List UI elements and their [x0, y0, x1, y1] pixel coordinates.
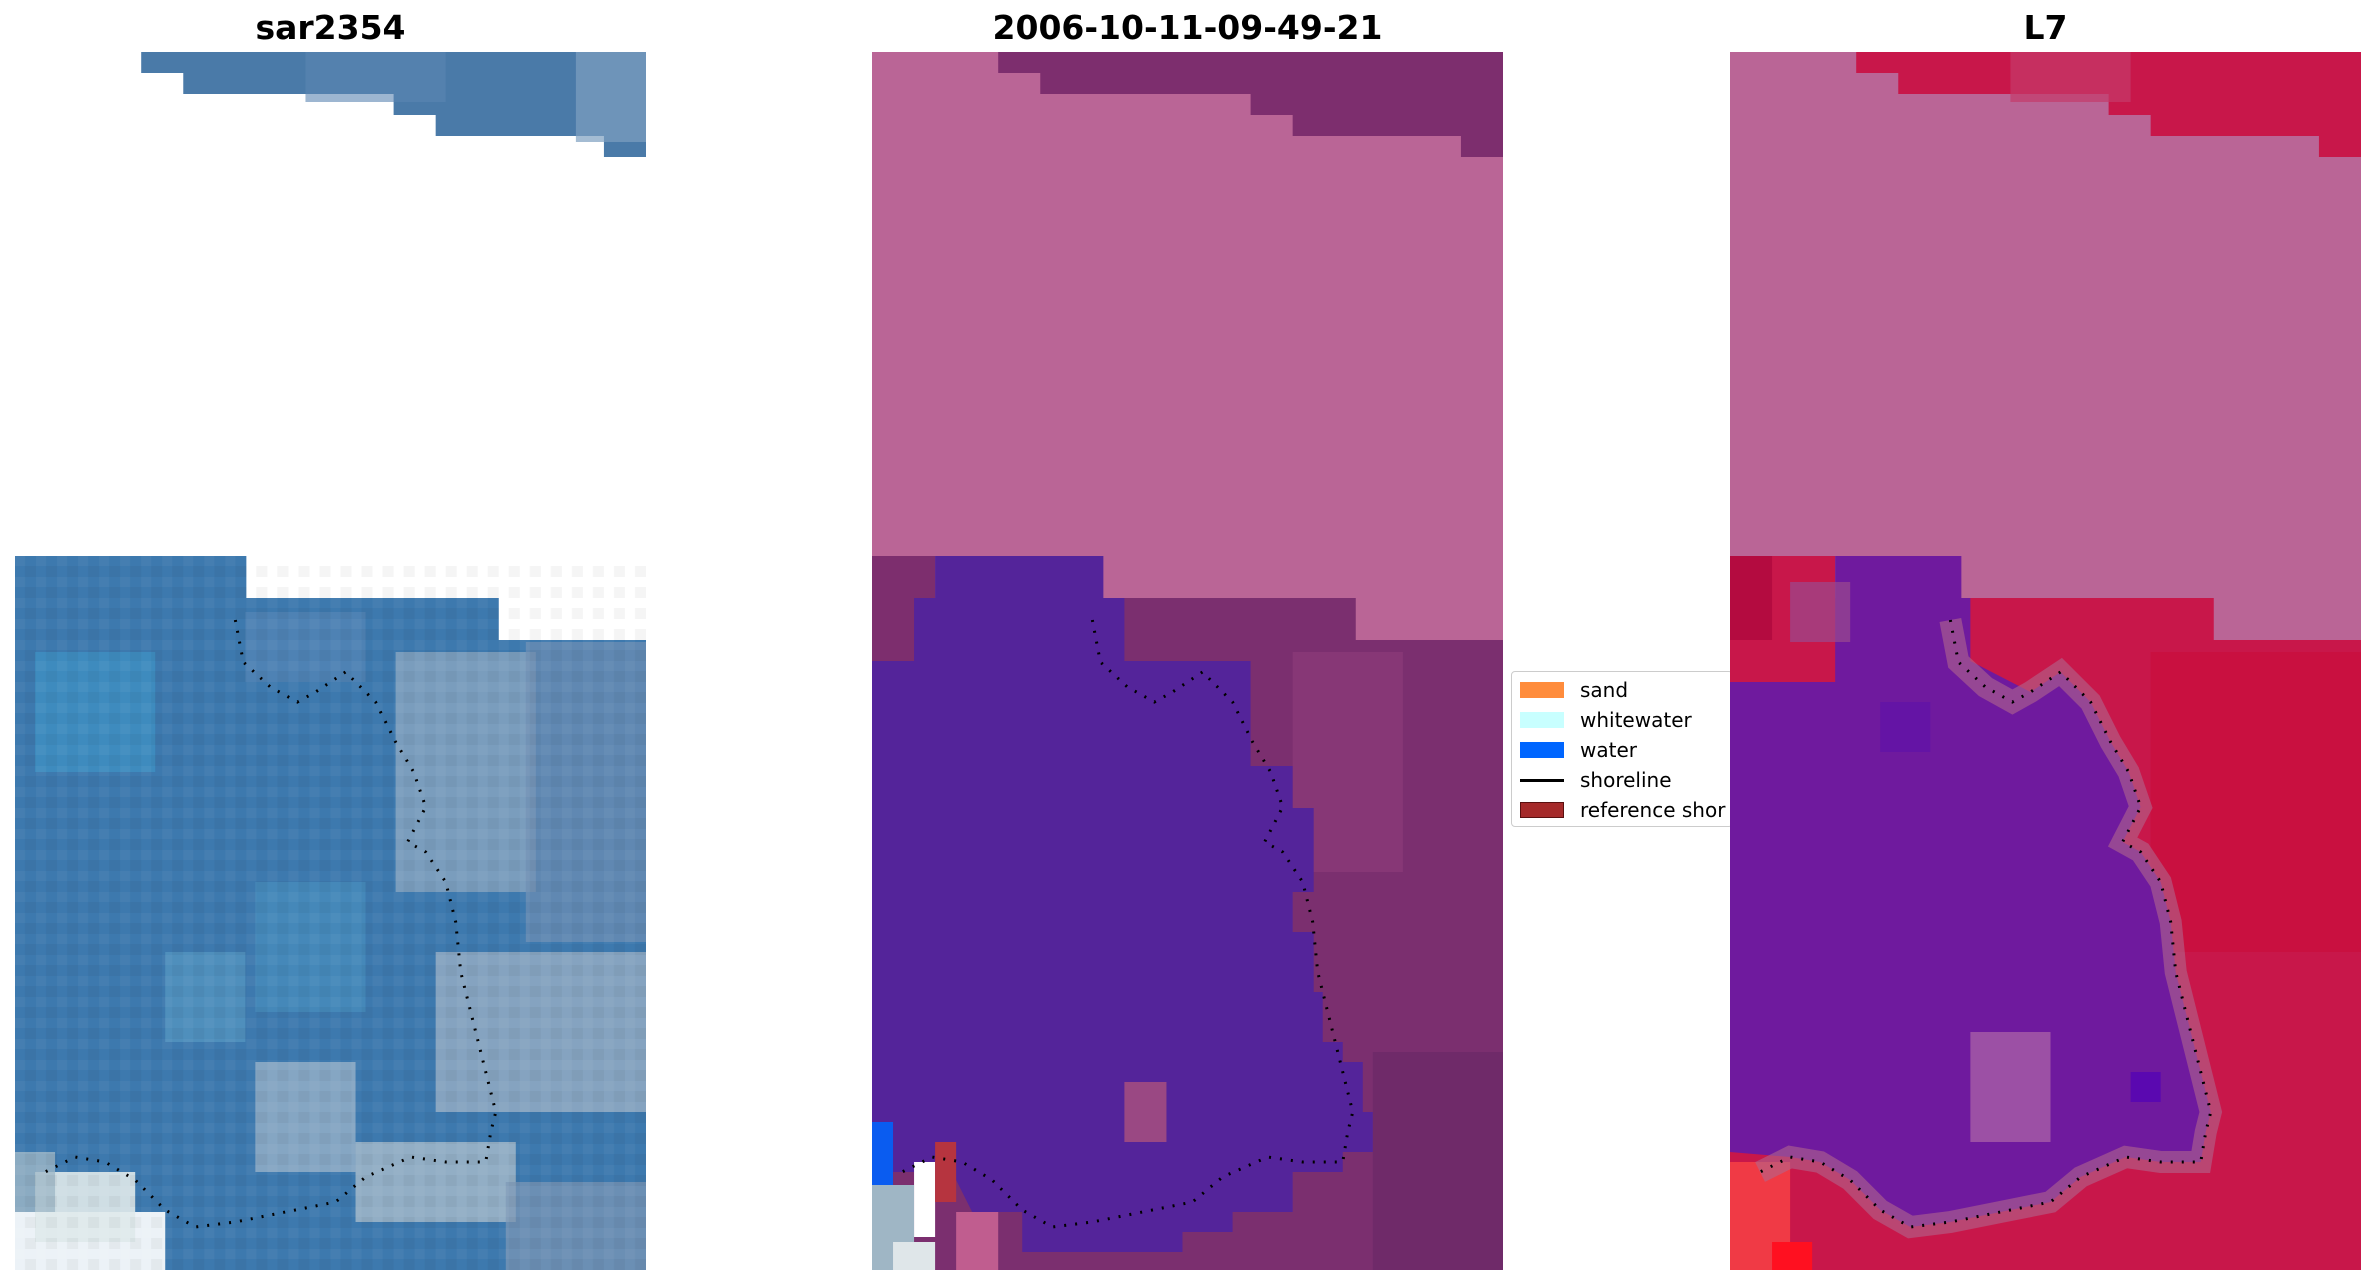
classified-water-region: [872, 556, 1373, 1252]
legend-label-water: water: [1580, 738, 1637, 762]
reference-shoreline-swatch: [1520, 802, 1564, 818]
legend-item-sand: sand: [1520, 678, 1628, 702]
panel-title-classified: 2006-10-11-09-49-21: [992, 8, 1383, 47]
whitewater-swatch: [1520, 712, 1564, 728]
legend-item-reference-shoreline: reference shor: [1520, 798, 1725, 822]
mndwi-image: [1730, 52, 2361, 1270]
legend-label-whitewater: whitewater: [1580, 708, 1692, 732]
shoreline-swatch: [1520, 778, 1564, 782]
legend-item-shoreline: shoreline: [1520, 768, 1672, 792]
water-swatch: [1520, 742, 1564, 758]
rgb-image-panel: [15, 52, 646, 1270]
mndwi-shoreline-band: [1755, 617, 2223, 1239]
classified-image: [872, 52, 1503, 1270]
mndwi-image-panel: [1730, 52, 2361, 1270]
classified-image-panel: [872, 52, 1503, 1270]
legend: sand whitewater water shoreline referenc…: [1511, 671, 1733, 827]
sand-swatch: [1520, 682, 1564, 698]
legend-label-reference-shoreline: reference shor: [1580, 798, 1726, 822]
legend-item-whitewater: whitewater: [1520, 708, 1692, 732]
mndwi-top-strip: [1856, 52, 2361, 157]
panel-title-mndwi: L7: [2023, 8, 2068, 47]
rgb-image: [15, 52, 646, 1270]
legend-label-sand: sand: [1580, 678, 1629, 702]
legend-label-shoreline: shoreline: [1580, 768, 1672, 792]
panel-title-rgb: sar2354: [255, 8, 406, 47]
legend-item-water: water: [1520, 738, 1637, 762]
